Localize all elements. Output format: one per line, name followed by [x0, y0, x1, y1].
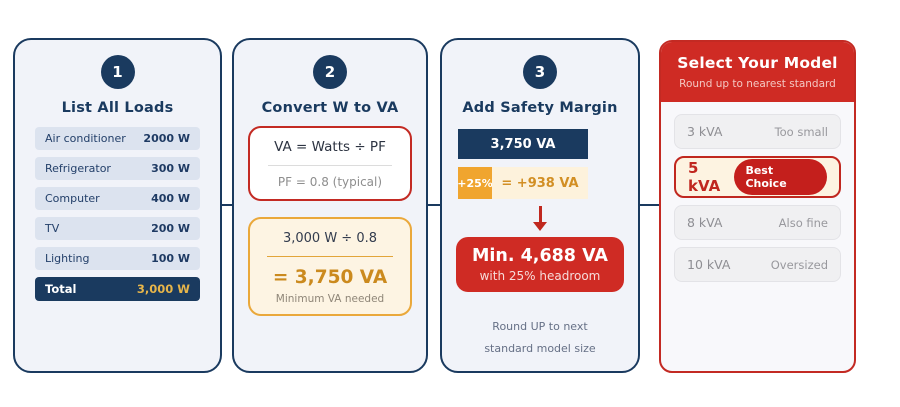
formula-text: VA = Watts ÷ PF	[274, 139, 386, 155]
load-value: 300 W	[151, 162, 190, 175]
divider	[267, 256, 393, 257]
model-option-label: 8 kVA	[687, 215, 723, 230]
model-option-8kva[interactable]: 8 kVA Also fine	[674, 205, 841, 240]
connector-line	[638, 204, 661, 206]
load-label: Refrigerator	[45, 162, 111, 175]
model-option-note: Too small	[774, 124, 828, 139]
model-option-label: 5 kVA	[688, 159, 721, 195]
model-option-note: Also fine	[778, 215, 828, 230]
result-title: Min. 4,688 VA	[472, 246, 608, 266]
step-title: List All Loads	[61, 100, 174, 116]
calc-caption: Minimum VA needed	[275, 293, 385, 305]
panel-subtitle: Round up to nearest standard	[679, 78, 836, 90]
model-option-3kva[interactable]: 3 kVA Too small	[674, 114, 841, 149]
step-number-badge: 1	[100, 55, 135, 89]
calc-expression: 3,000 W ÷ 0.8	[282, 231, 378, 246]
panel-header: Select Your Model Round up to nearest st…	[661, 42, 854, 102]
best-choice-badge: Best Choice	[734, 159, 827, 195]
load-row: Computer 400 W	[35, 187, 200, 210]
step-title: Add Safety Margin	[462, 100, 618, 116]
footnote: Round UP to next standard model size	[442, 316, 638, 360]
load-row: TV 200 W	[35, 217, 200, 240]
step-number-badge: 3	[523, 55, 557, 89]
load-label: Air conditioner	[45, 132, 126, 145]
margin-row: +25% = +938 VA	[457, 167, 588, 199]
load-label: Lighting	[45, 252, 90, 265]
load-value: 200 W	[151, 222, 190, 235]
base-va-bar: 3,750 VA	[458, 129, 588, 159]
pf-note: PF = 0.8 (typical)	[277, 175, 383, 189]
connector-line	[426, 204, 442, 206]
formula-box: VA = Watts ÷ PF PF = 0.8 (typical)	[248, 126, 412, 201]
divider	[268, 165, 392, 166]
total-row: Total 3,000 W	[35, 277, 200, 301]
margin-value: = +938 VA	[492, 167, 588, 199]
step-title: Convert W to VA	[261, 100, 399, 116]
model-panel: Select Your Model Round up to nearest st…	[659, 40, 856, 373]
model-option-label: 3 kVA	[687, 124, 723, 139]
load-value: 400 W	[151, 192, 190, 205]
model-option-10kva[interactable]: 10 kVA Oversized	[674, 247, 841, 282]
load-row: Refrigerator 300 W	[35, 157, 200, 180]
calc-result: = 3,750 VA	[272, 267, 388, 288]
step-card-3: 3 Add Safety Margin 3,750 VA +25% = +938…	[440, 38, 640, 373]
down-arrow-icon	[442, 206, 638, 231]
footnote-line-1: Round UP to next	[492, 320, 588, 333]
calc-box: 3,000 W ÷ 0.8 = 3,750 VA Minimum VA need…	[248, 217, 412, 316]
total-label: Total	[45, 282, 77, 296]
connector-line	[220, 204, 234, 206]
result-box: Min. 4,688 VA with 25% headroom	[456, 237, 624, 292]
total-value: 3,000 W	[136, 282, 190, 296]
margin-percent-badge: +25%	[457, 167, 493, 199]
model-option-note: Oversized	[770, 257, 828, 272]
footnote-line-2: standard model size	[484, 342, 596, 355]
step-card-1: 1 List All Loads Air conditioner 2000 W …	[13, 38, 222, 373]
model-option-5kva[interactable]: 5 kVA Best Choice	[674, 156, 841, 198]
load-label: Computer	[45, 192, 100, 205]
loads-list: Air conditioner 2000 W Refrigerator 300 …	[35, 127, 200, 301]
load-label: TV	[45, 222, 60, 235]
step-card-2: 2 Convert W to VA VA = Watts ÷ PF PF = 0…	[232, 38, 428, 373]
result-subtitle: with 25% headroom	[479, 269, 601, 283]
load-row: Air conditioner 2000 W	[35, 127, 200, 150]
load-row: Lighting 100 W	[35, 247, 200, 270]
model-option-label: 10 kVA	[687, 257, 731, 272]
load-value: 2000 W	[143, 132, 190, 145]
model-options-list: 3 kVA Too small 5 kVA Best Choice 8 kVA …	[661, 102, 854, 282]
load-value: 100 W	[151, 252, 190, 265]
panel-title: Select Your Model	[677, 54, 838, 72]
step-number-badge: 2	[313, 55, 347, 89]
